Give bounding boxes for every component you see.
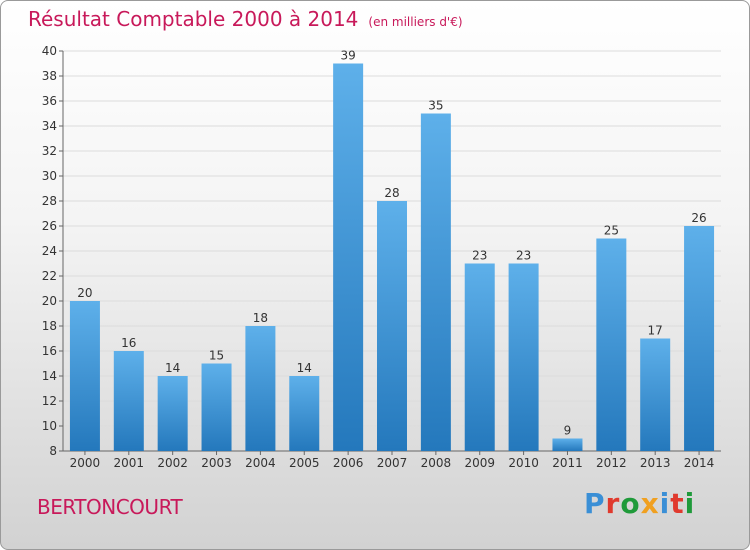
x-tick-label-2012: 2012: [596, 456, 627, 470]
bar-value-label-2004: 18: [253, 311, 268, 325]
x-tick-label-2010: 2010: [508, 456, 539, 470]
bar-2012: [596, 238, 627, 451]
bars: [69, 63, 715, 451]
bar-value-label-2011: 9: [564, 424, 572, 438]
bar-2009: [464, 263, 495, 451]
bar-value-label-2010: 23: [516, 249, 531, 263]
x-tick-label-2014: 2014: [684, 456, 715, 470]
chart-title-text: Résultat Comptable 2000 à 2014: [28, 7, 359, 31]
y-tick-label-10: 10: [42, 419, 57, 433]
x-tick-label-2004: 2004: [245, 456, 276, 470]
y-tick-label-24: 24: [42, 244, 57, 258]
y-tick-label-36: 36: [42, 94, 57, 108]
bar-2013: [640, 338, 671, 451]
logo-letter: i: [659, 487, 671, 520]
bar-2004: [245, 326, 276, 451]
bar-2005: [289, 376, 320, 451]
labels: 8 10 12 14 16 18 20 22 24 26 28 30 32 34 36 38 40 20 2000 1…: [42, 44, 715, 470]
logo-letter: r: [605, 487, 621, 520]
chart-subtitle: (en milliers d'€): [368, 15, 463, 29]
bar-2014: [684, 226, 715, 451]
y-tick-label-18: 18: [42, 319, 57, 333]
y-tick-label-12: 12: [42, 394, 57, 408]
x-tick-label-2007: 2007: [377, 456, 408, 470]
bar-2008: [420, 113, 451, 451]
bar-2000: [69, 301, 100, 451]
location-label: BERTONCOURT: [37, 495, 183, 519]
y-tick-label-32: 32: [42, 144, 57, 158]
y-tick-label-28: 28: [42, 194, 57, 208]
x-tick-label-2006: 2006: [333, 456, 364, 470]
x-tick-label-2003: 2003: [201, 456, 232, 470]
x-tick-label-2001: 2001: [114, 456, 145, 470]
y-tick-label-22: 22: [42, 269, 57, 283]
bar-2007: [377, 201, 407, 451]
y-tick-label-14: 14: [42, 369, 57, 383]
proxiti-logo: Proxiti: [584, 487, 695, 520]
x-tick-label-2005: 2005: [289, 456, 320, 470]
logo-letter: P: [584, 487, 606, 520]
x-tick-label-2002: 2002: [157, 456, 188, 470]
bar-value-label-2005: 14: [297, 361, 312, 375]
bar-value-label-2014: 26: [691, 211, 706, 225]
logo-letter: i: [684, 487, 696, 520]
bar-2011: [552, 438, 583, 451]
y-tick-label-26: 26: [42, 219, 57, 233]
y-tick-label-40: 40: [42, 44, 57, 58]
bar-value-label-2009: 23: [472, 249, 487, 263]
bar-value-label-2006: 39: [340, 49, 355, 63]
bar-value-label-2000: 20: [77, 286, 92, 300]
x-tick-label-2008: 2008: [421, 456, 452, 470]
y-tick-label-38: 38: [42, 69, 57, 83]
y-tick-label-30: 30: [42, 169, 57, 183]
bar-value-label-2008: 35: [428, 99, 443, 113]
bar-value-label-2013: 17: [648, 324, 663, 338]
y-tick-label-34: 34: [42, 119, 57, 133]
bar-2003: [201, 363, 232, 451]
x-tick-label-2009: 2009: [464, 456, 495, 470]
x-tick-label-2011: 2011: [552, 456, 583, 470]
y-tick-label-16: 16: [42, 344, 57, 358]
bar-value-label-2001: 16: [121, 336, 136, 350]
bar-2010: [508, 263, 539, 451]
chart-title: Résultat Comptable 2000 à 2014 (en millie…: [28, 7, 463, 31]
logo-letter: o: [620, 487, 641, 520]
x-tick-label-2000: 2000: [70, 456, 101, 470]
bar-2001: [113, 351, 144, 451]
bar-2002: [157, 376, 188, 451]
bar-value-label-2012: 25: [604, 224, 619, 238]
bar-2006: [333, 63, 364, 451]
x-tick-label-2013: 2013: [640, 456, 671, 470]
bar-value-label-2003: 15: [209, 349, 224, 363]
y-tick-label-20: 20: [42, 294, 57, 308]
bar-value-label-2002: 14: [165, 361, 180, 375]
logo-letter: x: [640, 487, 660, 520]
logo-letter: t: [670, 487, 685, 520]
bar-value-label-2007: 28: [384, 186, 399, 200]
y-tick-label-8: 8: [49, 444, 57, 458]
